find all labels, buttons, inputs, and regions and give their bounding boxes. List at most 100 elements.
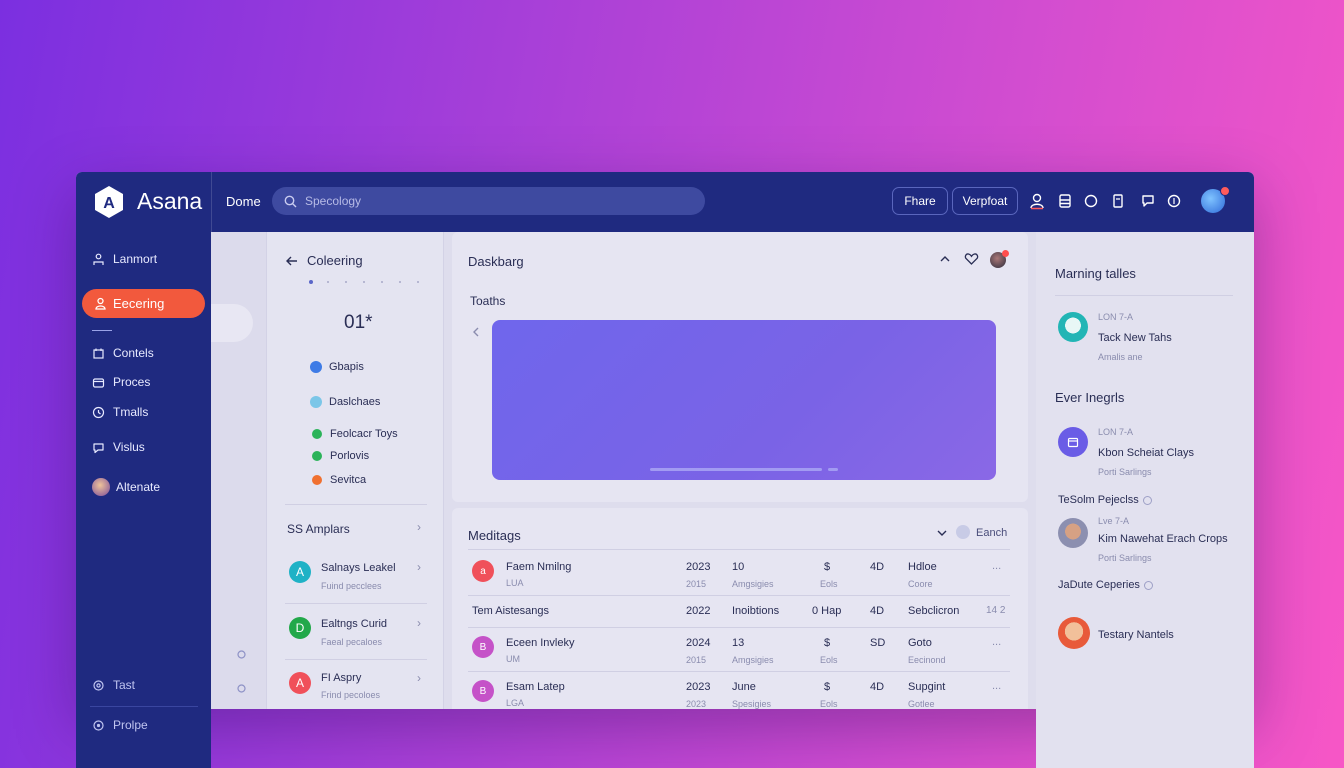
- search-label[interactable]: Eanch: [976, 527, 1008, 539]
- sidebar-item-contels[interactable]: Contels: [92, 346, 154, 360]
- clipboard-icon[interactable]: [1109, 192, 1127, 210]
- row-sym-sub: Eols: [820, 579, 838, 589]
- sidebar-item-label: Tmalls: [113, 405, 149, 419]
- row-sym: $: [824, 681, 831, 693]
- avatar: D: [289, 617, 311, 639]
- list-item[interactable]: Sevitca: [312, 474, 366, 486]
- row-sym: $: [824, 561, 831, 573]
- person-name: Salnays Leakel: [321, 562, 396, 574]
- row-year: 2022: [686, 605, 711, 617]
- row-sym-sub: Eols: [820, 655, 838, 665]
- sidebar-item-lanmort[interactable]: Lanmort: [92, 252, 157, 266]
- list-item[interactable]: Daslchaes: [310, 396, 380, 408]
- rail-pill[interactable]: [211, 304, 253, 342]
- avatar: a: [472, 560, 494, 582]
- list-item[interactable]: Porlovis: [312, 450, 369, 462]
- user-icon: [95, 297, 106, 310]
- logo-letter: A: [103, 195, 115, 212]
- main-area: Daskbarg Toaths Meditags Eanch a Faem Nm…: [444, 232, 1036, 709]
- sidebar-divider: [92, 330, 112, 331]
- list-item-label: Daslchaes: [329, 396, 381, 408]
- row-year-sub: 2015: [686, 579, 707, 589]
- status-dot: [312, 475, 322, 485]
- sidebar-item-tast[interactable]: Tast: [92, 678, 135, 692]
- activity-item[interactable]: Lve 7-A Kim Nawehat Erach Crops Porti Sa…: [1058, 514, 1254, 570]
- sidebar-item-prolpe[interactable]: Prolpe: [92, 718, 148, 732]
- row-num: June: [732, 681, 756, 693]
- avatar: [92, 478, 110, 496]
- hero-banner[interactable]: [492, 320, 996, 480]
- panel-title: Coleering: [307, 253, 363, 268]
- divider: [285, 659, 427, 660]
- dashboard-subtitle: Toaths: [470, 294, 506, 308]
- activity-item[interactable]: Testary Nantels: [1058, 617, 1238, 653]
- sidebar: Lanmort Eecering Contels Proces Tmalls: [76, 232, 211, 768]
- search-toggle[interactable]: [956, 525, 970, 539]
- circle-icon[interactable]: [236, 649, 247, 660]
- row-num-sub: Spesigies: [732, 699, 772, 709]
- row-code: 4D: [870, 681, 885, 693]
- activity-item[interactable]: LON 7-A Tack New Tahs Amalis ane: [1058, 310, 1238, 366]
- avatar[interactable]: [990, 252, 1006, 268]
- chevron-right-icon[interactable]: ›: [417, 520, 421, 534]
- section-title: SS Amplars: [287, 522, 350, 536]
- row-name: Esam Latep: [506, 681, 565, 693]
- person-row[interactable]: D Ealtngs Curid Faeal pecaloes ›: [289, 614, 429, 654]
- brand-name: Asana: [137, 188, 203, 214]
- more-icon[interactable]: ...: [992, 680, 1002, 692]
- sidebar-item-vislus[interactable]: Vislus: [92, 440, 145, 454]
- carousel-indicator: [828, 468, 838, 471]
- activity-item[interactable]: LON 7-A Kbon Scheiat Clays Porti Sarling…: [1058, 425, 1238, 481]
- chevron-down-icon[interactable]: [935, 526, 949, 540]
- breadcrumb[interactable]: Dome: [226, 194, 261, 209]
- row-year: 2023: [686, 681, 711, 693]
- chat-icon[interactable]: [1139, 192, 1157, 210]
- share-button[interactable]: Fhare: [892, 187, 948, 215]
- more-icon[interactable]: ...: [992, 560, 1002, 572]
- dashboard-panel: Daskbarg Toaths: [452, 232, 1028, 502]
- group-label-text: TeSolm Pejeclss: [1058, 494, 1139, 506]
- list-item[interactable]: Feolcacr Toys: [312, 428, 398, 440]
- row-code: 4D: [870, 605, 885, 617]
- archive-icon[interactable]: [1056, 192, 1074, 210]
- person-row[interactable]: A Salnays Leakel Fuind pecclees ›: [289, 558, 429, 598]
- row-name: Eceen Invleky: [506, 637, 575, 649]
- shield-icon[interactable]: [1082, 192, 1100, 210]
- sidebar-item-altenate[interactable]: Altenate: [92, 478, 160, 496]
- avatar: B: [472, 680, 494, 702]
- person-network-icon: [93, 253, 104, 265]
- sidebar-item-proces[interactable]: Proces: [92, 375, 150, 389]
- row-sym: 0 Hap: [812, 605, 842, 617]
- more-icon[interactable]: ...: [992, 636, 1002, 648]
- row-name-sub: LUA: [506, 578, 524, 588]
- circle-icon[interactable]: [236, 683, 247, 694]
- list-item-label: Gbapis: [329, 361, 364, 373]
- pager-dots: [309, 280, 419, 284]
- row-code: SD: [870, 637, 886, 649]
- export-button[interactable]: Verpfoat: [952, 187, 1018, 215]
- sidebar-item-tmalls[interactable]: Tmalls: [92, 405, 148, 419]
- back-arrow-icon[interactable]: [285, 254, 299, 268]
- heart-icon[interactable]: [964, 252, 979, 266]
- user-icon[interactable]: [1028, 192, 1046, 210]
- carousel-progress: [650, 468, 822, 471]
- divider: [468, 595, 1010, 596]
- table-row[interactable]: B Esam Latep LGA 2023 2023 June Spesigie…: [468, 676, 1010, 709]
- chevron-left-icon[interactable]: [470, 325, 482, 339]
- avatar: [1058, 617, 1090, 649]
- search-input[interactable]: [305, 194, 685, 208]
- chevron-up-icon[interactable]: [938, 252, 952, 266]
- list-item[interactable]: Gbapis: [310, 361, 364, 373]
- person-row[interactable]: A FI Aspry Frind pecoloes ›: [289, 669, 429, 709]
- row-num: 13: [732, 637, 745, 649]
- search-bar[interactable]: [272, 187, 705, 215]
- sidebar-item-eecering[interactable]: Eecering: [82, 289, 205, 318]
- coin-icon[interactable]: [1165, 192, 1183, 210]
- table-row[interactable]: Tem Aistesangs 2022 Inoibtions 0 Hap 4D …: [468, 602, 1010, 626]
- notification-badge: [1002, 250, 1009, 257]
- row-num-sub: Amgsigies: [732, 655, 774, 665]
- counter-value: 01*: [344, 312, 373, 333]
- table-row[interactable]: B Eceen Invleky UM 2024 2015 13 Amgsigie…: [468, 632, 1010, 670]
- secondary-rail: [211, 232, 266, 709]
- table-row[interactable]: a Faem Nmilng LUA 2023 2015 10 Amgsigies…: [468, 556, 1010, 594]
